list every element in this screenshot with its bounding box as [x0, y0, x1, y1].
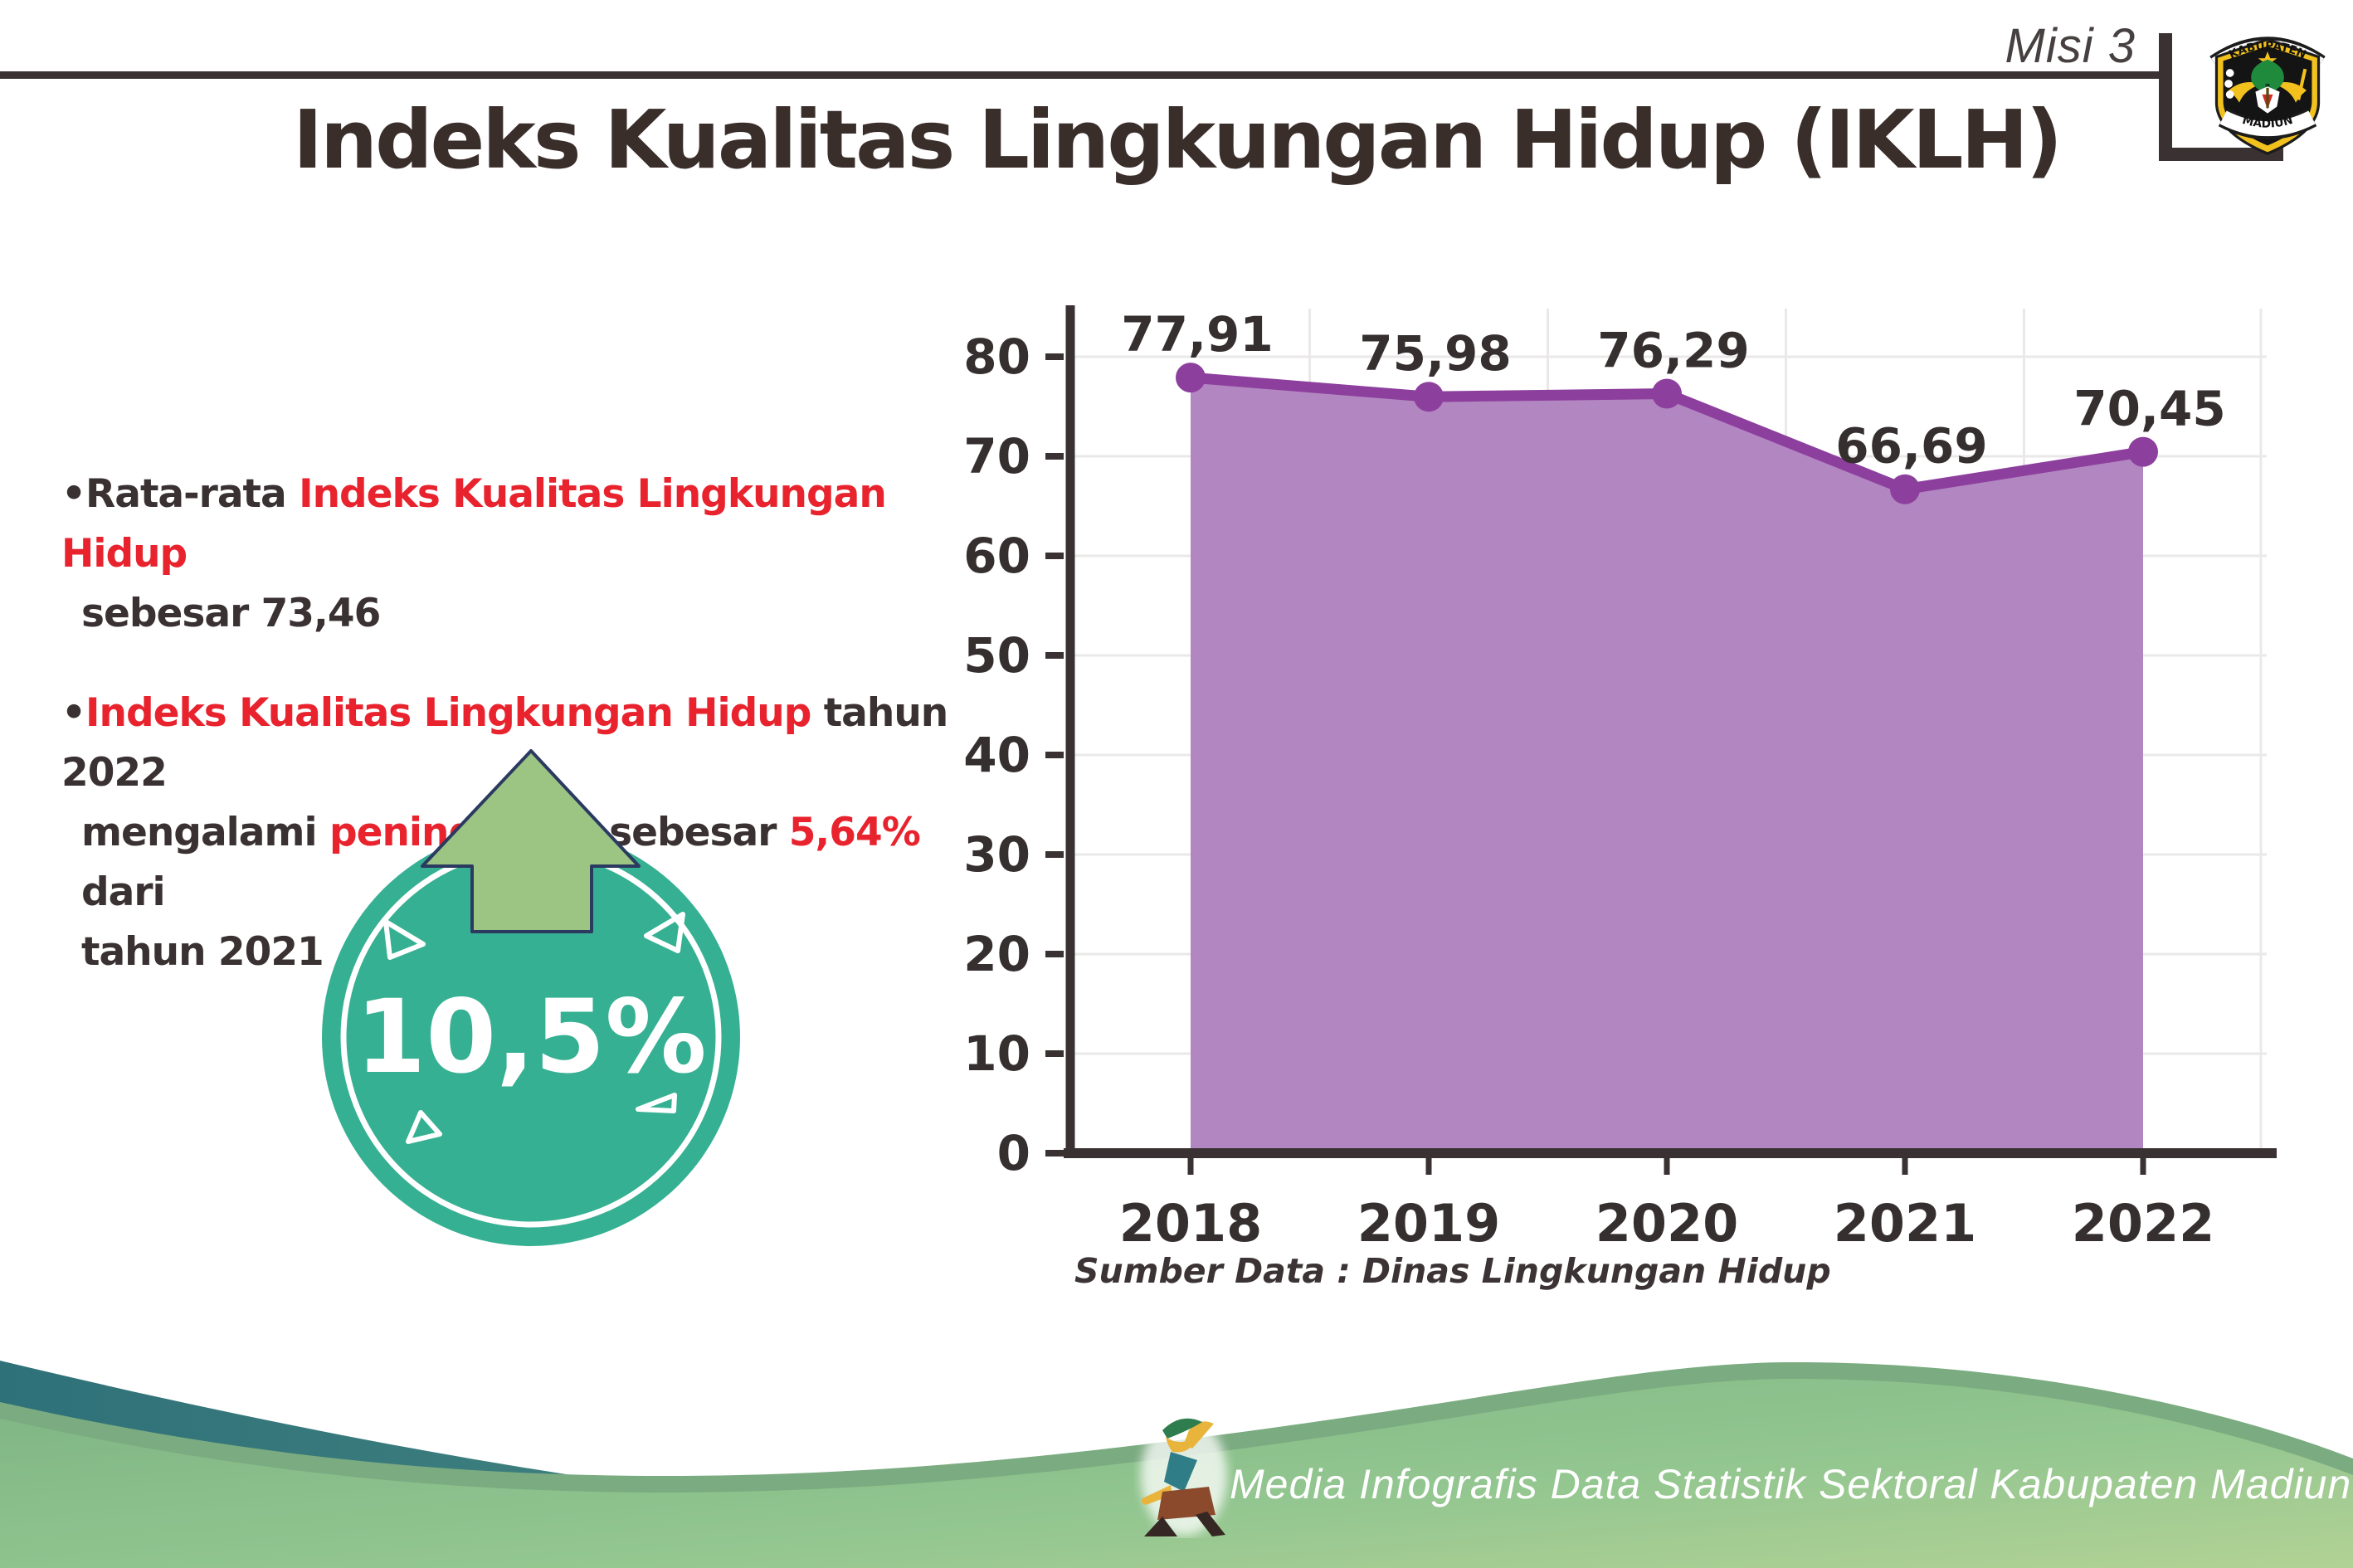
chart-point-2021	[1890, 474, 1920, 504]
bullet2-text-4: dari	[81, 869, 166, 915]
chart-point-2019	[1414, 382, 1444, 412]
chart-y-tick-label-10: 10	[963, 1025, 1030, 1082]
mascot-sarong	[1157, 1487, 1215, 1520]
chart-x-label-2020: 2020	[1595, 1193, 1739, 1254]
bullet-dot: •	[61, 690, 86, 736]
logo-cotton-1	[2225, 69, 2234, 77]
mascot-face	[1166, 1434, 1197, 1453]
badge-value: 10,5%	[355, 978, 706, 1096]
mascot-leg-left	[1144, 1517, 1177, 1536]
bullet1-text-red: Indeks Kualitas Lingkungan Hidup	[61, 471, 887, 577]
source-note: Sumber Data : Dinas Lingkungan Hidup	[1074, 1251, 1831, 1291]
chart-y-tick-label-40: 40	[963, 727, 1030, 783]
chart-data-label-2018: 77,91	[1121, 306, 1273, 363]
chart-y-tick-label-60: 60	[963, 528, 1030, 584]
chart-data-label-2022: 70,45	[2073, 381, 2225, 437]
badge-spark-top-right	[644, 912, 685, 953]
bullet2-text-red-3: 5,64%	[788, 810, 921, 855]
badge-circle	[322, 828, 740, 1246]
chart-y-tick-label-70: 70	[963, 428, 1030, 485]
logo-cotton-3	[2225, 90, 2234, 99]
iklh-chart: 0 10 20 30 40 50 60 70 80 2018 2019 2020 2021 2022 77,…	[963, 305, 2277, 1254]
logo-frame-horizontal	[2159, 148, 2283, 161]
header-divider-line	[0, 71, 2159, 79]
footer-caption: Media Infografis Data Statistik Sektoral…	[1230, 1461, 2353, 1507]
logo-rice-stalk	[2297, 68, 2307, 100]
badge-spark-bottom-left	[406, 1110, 442, 1144]
logo-bottom-text: MADIUN	[2241, 114, 2295, 131]
bullet2-text-1: tahun 2022	[61, 690, 948, 796]
chart-x-label-2018: 2018	[1119, 1193, 1263, 1254]
bullet2-text-3: sebesar	[596, 810, 789, 855]
chart-area-fill	[1191, 377, 2143, 1154]
badge-spark-top-left	[383, 919, 426, 960]
mascot-arm-down	[1141, 1485, 1172, 1505]
chart-y-tick-label-20: 20	[963, 926, 1030, 982]
bullet2-text-2: mengalami	[81, 810, 329, 855]
chart-x-label-2022: 2022	[2072, 1193, 2215, 1254]
bullet-average-iklh: •Rata-rata Indeks Kualitas Lingkungan Hi…	[61, 465, 966, 644]
logo-keris	[2266, 87, 2269, 109]
dancer-mascot-icon	[1141, 1416, 1227, 1536]
chart-data-label-2019: 75,98	[1359, 325, 1511, 382]
chart-x-label-2021: 2021	[1834, 1193, 1977, 1254]
bullet2-text-red-1: Indeks Kualitas Lingkungan Hidup	[85, 690, 811, 736]
chart-y-tick-label-0: 0	[997, 1125, 1030, 1181]
mascot-leg-right	[1196, 1512, 1225, 1536]
bullet1-text-1: Rata-rata	[85, 471, 300, 517]
bullet-increase-2022: •Indeks Kualitas Lingkungan Hidup tahun …	[61, 684, 966, 982]
page-title: Indeks Kualitas Lingkungan Hidup (IKLH)	[292, 93, 2063, 187]
bullet1-text-2: sebesar 73,46	[81, 591, 381, 636]
chart-point-2018	[1176, 363, 1206, 393]
chart-x-label-2019: 2019	[1357, 1193, 1501, 1254]
logo-wing-left	[2229, 81, 2263, 103]
logo-frame-vertical	[2159, 33, 2172, 160]
logo-bottom-ribbon	[2219, 110, 2316, 136]
bullet2-text-5: tahun 2021	[81, 929, 324, 975]
chart-y-tick-label-80: 80	[963, 329, 1030, 385]
logo-cotton-2	[2224, 80, 2233, 88]
chart-point-2020	[1652, 378, 1682, 409]
chart-data-label-2020: 76,29	[1597, 323, 1749, 379]
summary-bullets: •Rata-rata Indeks Kualitas Lingkungan Hi…	[61, 465, 966, 1022]
mascot-sash	[1164, 1452, 1197, 1492]
mascot-hat	[1162, 1418, 1202, 1439]
chart-point-2022	[2128, 436, 2158, 467]
chart-y-tick-label-50: 50	[963, 627, 1030, 684]
chart-y-tick-label-30: 30	[963, 826, 1030, 883]
chart-data-label-2021: 66,69	[1835, 418, 1987, 475]
logo-tree-crown	[2251, 59, 2284, 92]
kabupaten-madiun-logo: KABUPATEN MADIUN	[2209, 37, 2326, 155]
mission-label: Misi 3	[2005, 19, 2136, 73]
bullet-dot: •	[61, 471, 86, 517]
badge-spark-bottom-right	[636, 1093, 677, 1113]
up-arrow-icon	[421, 749, 641, 933]
growth-badge: 10,5%	[322, 749, 740, 1246]
